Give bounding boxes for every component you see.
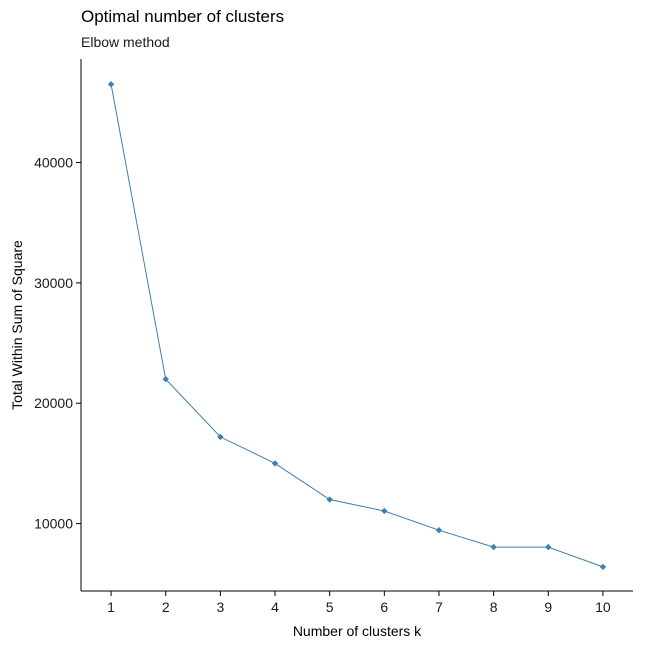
x-tick-label: 2 bbox=[162, 599, 170, 615]
x-tick-label: 4 bbox=[271, 599, 279, 615]
data-point bbox=[271, 460, 279, 467]
x-axis-label: Number of clusters k bbox=[293, 623, 422, 639]
x-tick-label: 7 bbox=[435, 599, 443, 615]
data-point bbox=[599, 563, 607, 571]
data-point bbox=[490, 543, 497, 551]
x-tick-label: 10 bbox=[595, 599, 611, 615]
x-tick-label: 9 bbox=[544, 599, 552, 615]
axes bbox=[80, 59, 633, 592]
series-line bbox=[110, 84, 604, 568]
data-point bbox=[162, 375, 169, 383]
data-point bbox=[217, 433, 224, 441]
data-point bbox=[435, 527, 443, 534]
data-point bbox=[326, 496, 333, 503]
x-tick-label: 5 bbox=[326, 599, 334, 615]
y-tick-label: 10000 bbox=[34, 516, 73, 532]
chart-title: Optimal number of clusters bbox=[81, 7, 285, 26]
y-axis-ticks: 10000 20000 30000 40000 bbox=[34, 155, 81, 532]
x-tick-label: 1 bbox=[107, 599, 115, 615]
series bbox=[107, 81, 607, 571]
data-point bbox=[545, 543, 552, 551]
y-tick-label: 40000 bbox=[34, 155, 73, 171]
data-point bbox=[107, 81, 115, 88]
x-tick-label: 6 bbox=[380, 599, 388, 615]
data-point bbox=[381, 507, 388, 515]
y-tick-label: 20000 bbox=[34, 395, 73, 411]
y-tick-label: 30000 bbox=[34, 275, 73, 291]
x-axis-ticks: 1 2 3 4 5 6 7 8 9 10 bbox=[107, 591, 611, 615]
x-tick-label: 3 bbox=[216, 599, 224, 615]
chart-subtitle: Elbow method bbox=[81, 34, 170, 50]
x-tick-label: 8 bbox=[490, 599, 498, 615]
y-axis-label: Total Within Sum of Square bbox=[9, 240, 25, 410]
